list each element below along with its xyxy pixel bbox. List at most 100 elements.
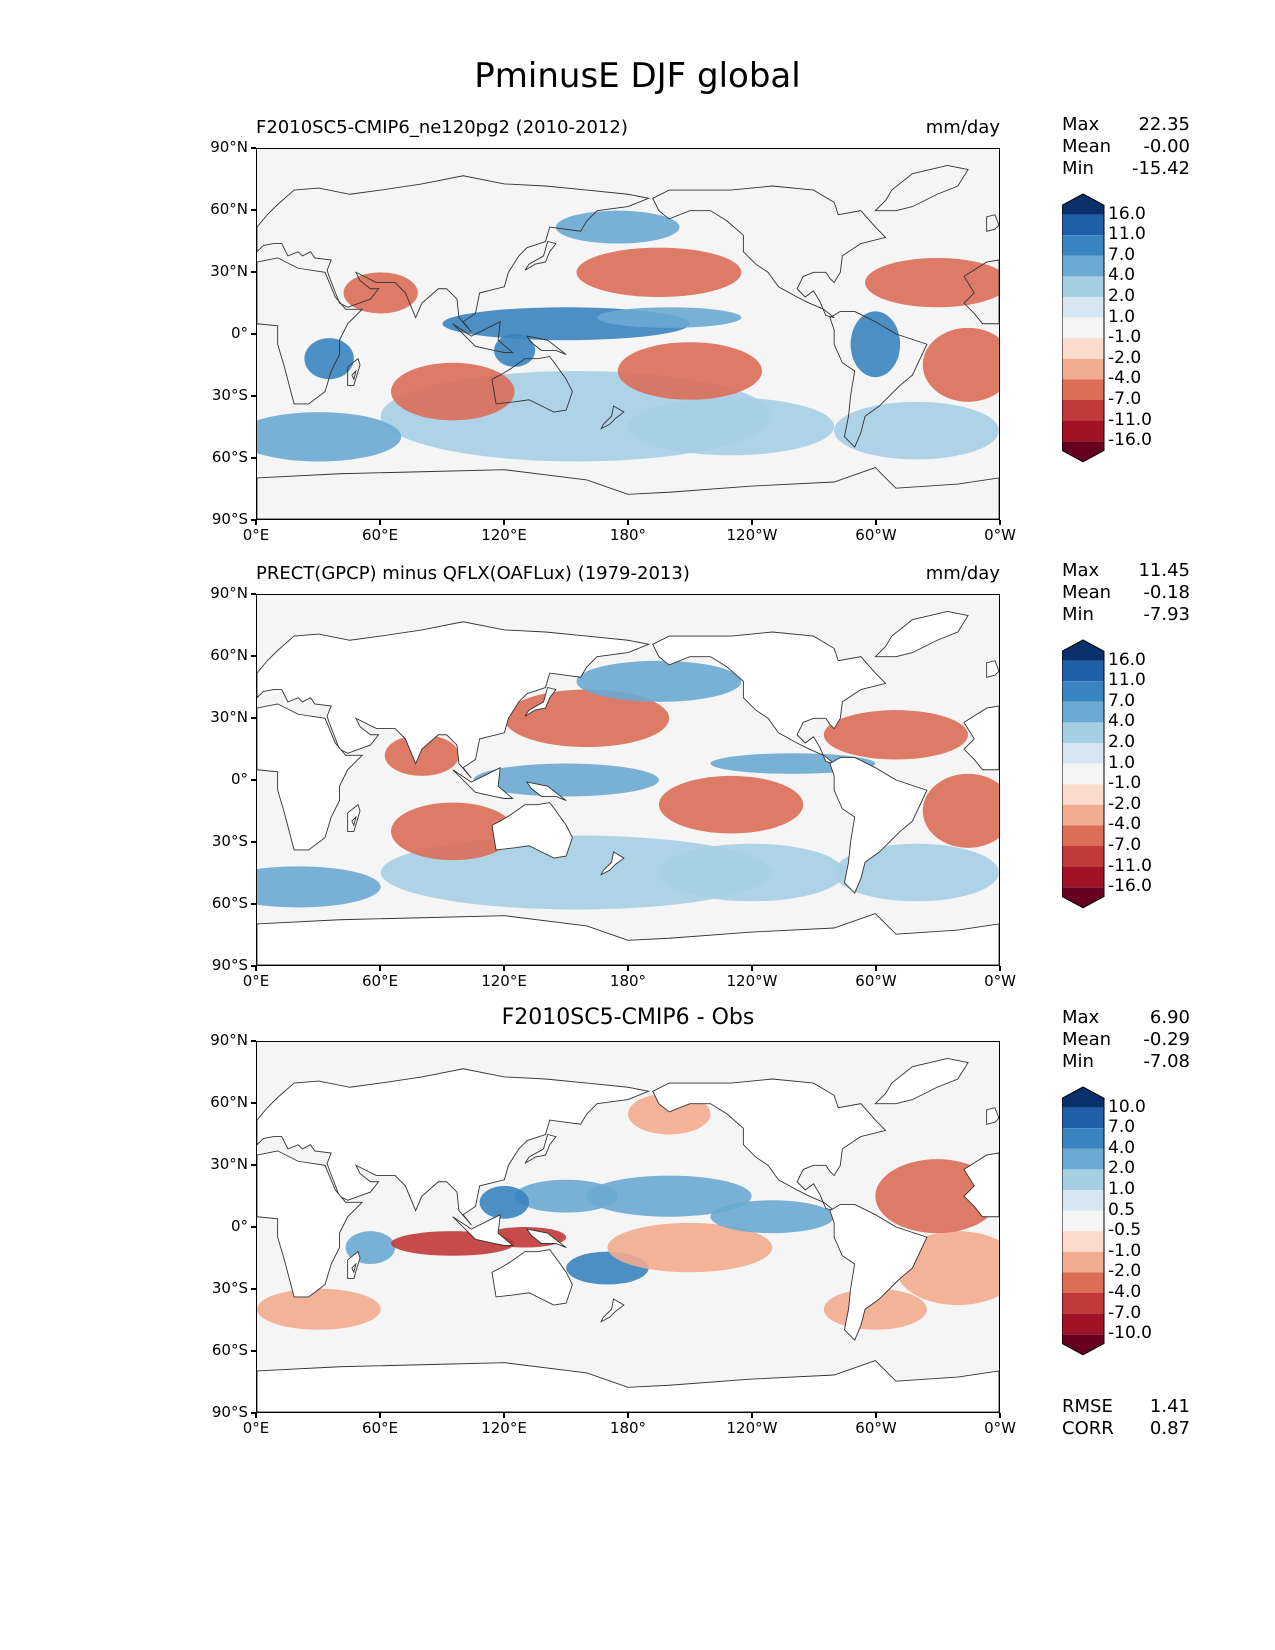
contour-map <box>257 610 999 965</box>
x-tick <box>627 1413 629 1418</box>
stat-row: Min -7.93 <box>1062 604 1190 626</box>
colorbar-label: -2.0 <box>1108 347 1142 368</box>
colorbar-segment <box>1062 1293 1104 1314</box>
colorbar-segment <box>1062 1190 1104 1211</box>
x-tick <box>255 520 257 525</box>
y-tick <box>251 779 256 781</box>
y-tick-label: 90°N <box>210 138 248 156</box>
x-tick <box>379 520 381 525</box>
stat-value: -7.93 <box>1143 604 1190 625</box>
colorbar-label: 4.0 <box>1108 711 1136 732</box>
colorbar-label: 2.0 <box>1108 732 1136 752</box>
coastline-madagascar <box>347 357 361 386</box>
field-region <box>834 401 999 460</box>
x-tick <box>255 1413 257 1418</box>
y-tick-label: 60°N <box>210 646 248 664</box>
colorbar-segment <box>1062 846 1104 867</box>
coastline-n-america <box>652 1078 887 1212</box>
y-tick <box>251 1350 256 1352</box>
colorbar-segment <box>1062 763 1104 785</box>
colorbar-label: -2.0 <box>1108 793 1142 814</box>
field-region <box>628 397 835 456</box>
coastline-uk <box>986 660 999 678</box>
y-tick-label: 60°S <box>211 894 248 912</box>
colorbar-label: -2.0 <box>1108 1261 1142 1282</box>
colorbar-segment <box>1062 866 1104 888</box>
coastline-antarctica <box>257 913 999 965</box>
colorbar-segment <box>1062 338 1104 359</box>
stat-value: 6.90 <box>1149 1007 1190 1028</box>
colorbar-segment <box>1062 235 1104 256</box>
colorbar-segment <box>1062 400 1104 421</box>
colorbar-label: 11.0 <box>1108 670 1146 691</box>
colorbar-label: -7.0 <box>1108 835 1142 855</box>
colorbar-label: 1.0 <box>1108 306 1136 327</box>
y-tick-label: 90°S <box>211 510 248 528</box>
colorbar-segment <box>1062 379 1104 400</box>
x-tick-label: 120°E <box>481 526 527 544</box>
field-region <box>710 1200 835 1234</box>
stat-row: Mean -0.00 <box>1062 136 1190 158</box>
coastline-s-america <box>829 1203 928 1341</box>
y-tick-label: 30°N <box>210 1155 248 1173</box>
x-tick-label: 0°W <box>984 1419 1016 1437</box>
y-tick-label: 30°S <box>211 832 248 850</box>
colorbar-segment <box>1062 1251 1104 1273</box>
coastline-australia <box>491 802 573 859</box>
x-tick-label: 60°W <box>855 1419 897 1437</box>
y-tick <box>251 209 256 211</box>
y-tick-label: 60°N <box>210 1093 248 1111</box>
stat-value: -0.29 <box>1143 1029 1190 1050</box>
coastline-greenland <box>874 164 969 212</box>
field-region <box>390 802 515 861</box>
colorbar-label: -0.5 <box>1108 1220 1142 1241</box>
stat-row: Mean -0.18 <box>1062 582 1190 604</box>
coastline-madagascar2 <box>351 1262 357 1274</box>
colorbar <box>1062 1086 1105 1356</box>
colorbar-label: 7.0 <box>1108 1117 1136 1138</box>
x-tick <box>503 520 505 525</box>
field-region <box>479 1185 530 1219</box>
x-tick <box>875 520 877 525</box>
metric-row: RMSE 1.41 <box>1062 1396 1190 1418</box>
x-tick-label: 60°W <box>855 526 897 544</box>
field-region <box>922 773 999 848</box>
coastline-africa <box>257 1150 364 1298</box>
panel-title-center: F2010SC5-CMIP6 - Obs <box>501 1005 755 1030</box>
colorbar-label: 2.0 <box>1108 286 1136 306</box>
y-tick-label: 0° <box>230 1217 248 1235</box>
colorbar-label: -10.0 <box>1108 1323 1152 1344</box>
colorbar-label: 16.0 <box>1108 649 1146 670</box>
stat-label: Min <box>1062 158 1094 179</box>
colorbar-segment <box>1062 1210 1104 1232</box>
y-tick <box>251 333 256 335</box>
x-tick <box>751 520 753 525</box>
field-region <box>865 257 999 308</box>
y-tick <box>251 841 256 843</box>
colorbar-label: -1.0 <box>1108 1240 1142 1261</box>
x-tick-label: 120°E <box>481 972 527 990</box>
colorbar-segment <box>1062 1272 1104 1293</box>
map-frame <box>256 1041 1000 1413</box>
colorbar-label: -1.0 <box>1108 773 1142 794</box>
panel-stats: Max 22.35 Mean -0.00 Min -15.42 <box>1062 114 1190 180</box>
colorbar-segment <box>1062 722 1104 743</box>
colorbar-label: 4.0 <box>1108 1137 1136 1158</box>
colorbar-segment <box>1062 1334 1104 1355</box>
y-tick-label: 30°S <box>211 386 248 404</box>
stat-row: Mean -0.29 <box>1062 1029 1190 1051</box>
colorbar-segment <box>1062 660 1104 682</box>
x-tick-label: 60°E <box>361 1419 399 1437</box>
colorbar-label: 10.0 <box>1108 1096 1146 1117</box>
coastline-eurasia <box>257 1068 651 1226</box>
field-region <box>514 1179 618 1213</box>
field-region <box>922 327 999 402</box>
stat-label: Max <box>1062 1007 1100 1028</box>
stat-row: Min -7.08 <box>1062 1051 1190 1073</box>
stat-row: Max 6.90 <box>1062 1007 1190 1029</box>
metric-row: CORR 0.87 <box>1062 1418 1190 1440</box>
colorbar-segment <box>1062 1169 1104 1190</box>
colorbar-segment <box>1062 1107 1104 1129</box>
y-tick-label: 30°N <box>210 262 248 280</box>
panel-metrics: RMSE 1.41 CORR 0.87 <box>1062 1396 1190 1440</box>
